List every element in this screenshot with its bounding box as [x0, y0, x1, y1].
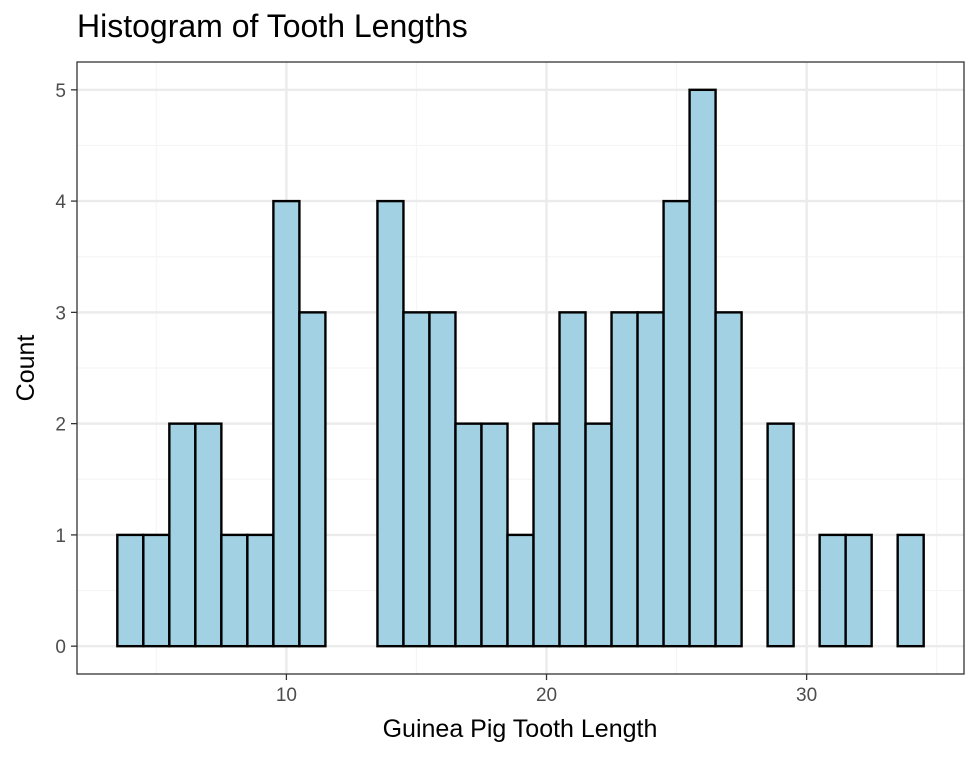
- histogram-bar: [532, 422, 561, 648]
- histogram-bar: [116, 533, 145, 648]
- histogram-bar: [194, 422, 223, 648]
- histogram-bar: [818, 533, 847, 648]
- x-tick-label: 30: [796, 685, 817, 706]
- chart-title: Histogram of Tooth Lengths: [77, 8, 468, 44]
- histogram-bar: [376, 199, 405, 648]
- histogram-bar: [662, 199, 691, 648]
- x-axis-title: Guinea Pig Tooth Length: [383, 715, 658, 743]
- histogram-bar: [298, 311, 327, 648]
- histogram-bar: [688, 88, 717, 648]
- x-axis: 10 20 30: [276, 674, 817, 706]
- y-tick-label: 0: [55, 637, 66, 658]
- histogram-bar: [636, 311, 665, 648]
- x-tick-label: 20: [536, 685, 557, 706]
- histogram-bar: [220, 533, 249, 648]
- y-tick-label: 2: [55, 415, 66, 436]
- histogram-bar: [584, 422, 613, 648]
- histogram-bar: [714, 311, 743, 648]
- y-tick-label: 4: [55, 192, 66, 213]
- histogram-bar: [272, 199, 301, 648]
- y-tick-label: 5: [55, 81, 66, 102]
- y-tick-label: 3: [55, 303, 66, 324]
- histogram-bars: [116, 88, 925, 648]
- x-tick-label: 10: [276, 685, 297, 706]
- histogram-bar: [506, 533, 535, 648]
- histogram-bar: [610, 311, 639, 648]
- histogram-bar: [168, 422, 197, 648]
- panel-border: [76, 61, 965, 675]
- histogram-bar: [844, 533, 873, 648]
- histogram-bar: [896, 533, 925, 648]
- y-axis: 0 1 2 3 4 5: [55, 81, 77, 658]
- histogram-bar: [142, 533, 171, 648]
- y-tick-label: 1: [55, 526, 66, 547]
- histogram-bar: [480, 422, 509, 648]
- histogram-bar: [766, 422, 795, 648]
- y-axis-title: Count: [12, 335, 40, 402]
- histogram-bar: [558, 311, 587, 648]
- histogram-bar: [402, 311, 431, 648]
- histogram-bar: [454, 422, 483, 648]
- histogram-bar: [428, 311, 457, 648]
- histogram-bar: [246, 533, 275, 648]
